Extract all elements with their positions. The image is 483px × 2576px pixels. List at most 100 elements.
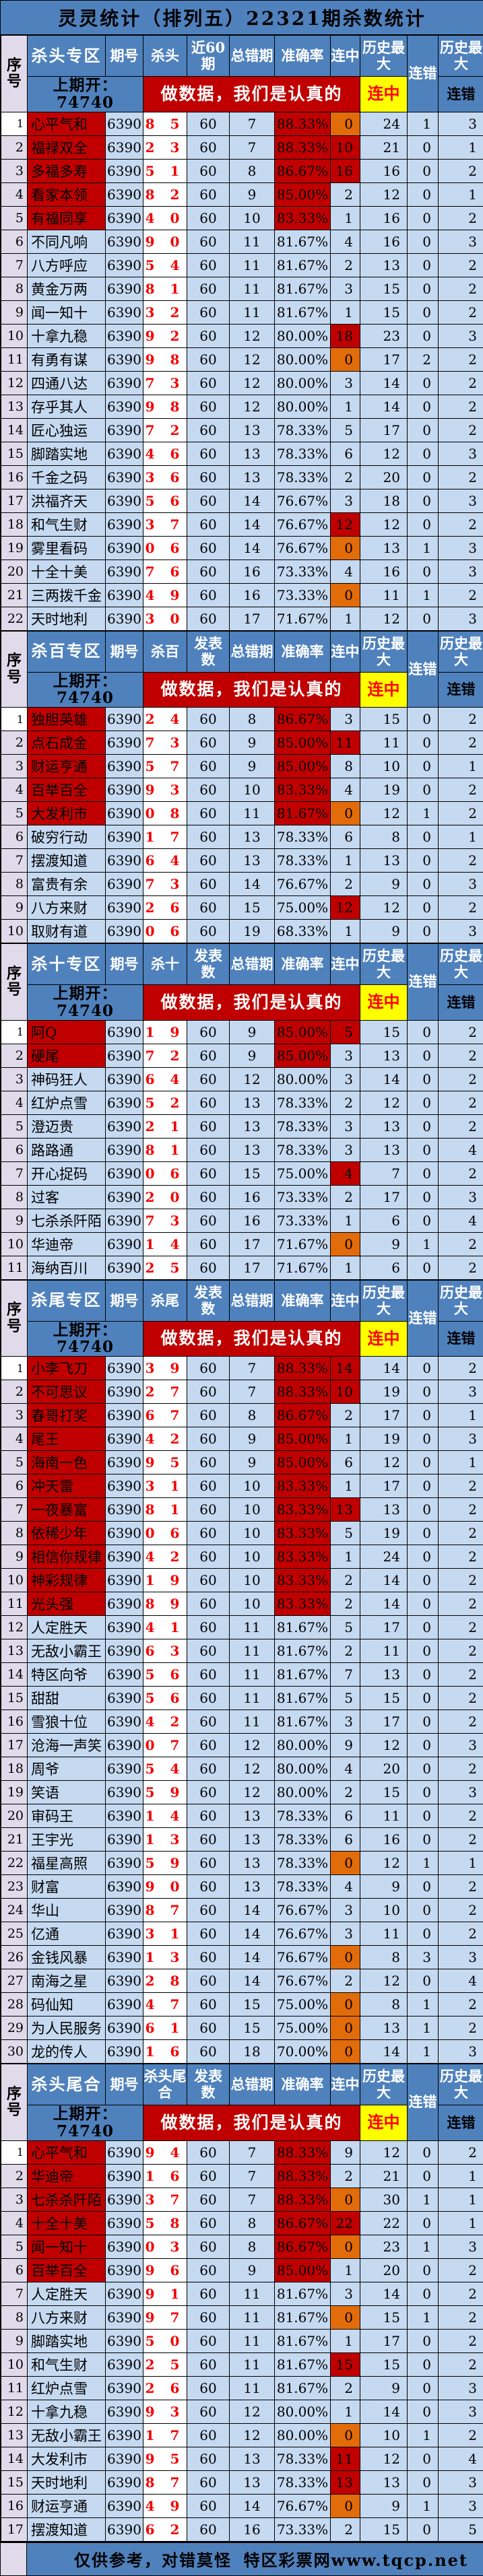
subheader-lose-streak: 连错 [439, 2105, 483, 2141]
cell-history-max-win: 14 [360, 2282, 408, 2305]
cell-publish-count: 60 [187, 1969, 230, 1993]
cell-lose-streak: 0 [408, 778, 439, 802]
cell-period: 6390 [106, 1616, 143, 1639]
cell-history-max-win: 15 [360, 1687, 408, 1710]
cell-period: 6390 [106, 1781, 143, 1804]
cell-total-errors: 14 [230, 536, 275, 560]
cell-period: 6390 [106, 1804, 143, 1828]
site-link[interactable]: 特区彩票网www.tqcp.net [244, 2547, 468, 2571]
cell-total-errors: 14 [230, 2494, 275, 2517]
cell-lose-streak: 0 [408, 1209, 439, 1232]
cell-lose-streak: 0 [408, 2329, 439, 2352]
cell-total-errors: 11 [230, 802, 275, 825]
cell-win-streak: 1 [331, 300, 360, 324]
cell-kill-numbers: 5 8 [143, 2211, 187, 2235]
cell-zone-name: 相信你规律 [28, 1545, 106, 1569]
cell-zone-name: 尾王 [28, 1427, 106, 1451]
cell-history-max-win: 13 [360, 536, 408, 560]
cell-kill-numbers: 1 6 [143, 2164, 187, 2188]
cell-win-streak: 3 [331, 371, 360, 395]
cell-kill-numbers: 4 2 [143, 1710, 187, 1734]
cell-history-max-lose: 3 [439, 230, 483, 253]
previous-draw-label: 上期开：74740 [28, 2105, 143, 2141]
cell-history-max-lose: 1 [439, 2188, 483, 2211]
cell-index: 24 [1, 1899, 28, 1922]
cell-index: 21 [1, 583, 28, 607]
cell-total-errors: 11 [230, 1710, 275, 1734]
cell-total-errors: 12 [230, 1734, 275, 1757]
cell-history-max-win: 11 [360, 1804, 408, 1828]
cell-history-max-win: 15 [360, 300, 408, 324]
cell-history-max-lose: 2 [439, 2423, 483, 2447]
cell-index: 8 [1, 1522, 28, 1545]
cell-period: 6390 [106, 489, 143, 512]
header-kill: 杀头尾合 [143, 2064, 187, 2105]
cell-history-max-lose: 2 [439, 1020, 483, 1044]
cell-win-streak: 4 [331, 560, 360, 583]
cell-history-max-win: 9 [360, 2494, 408, 2517]
header-history-max-lose: 历史最大 [439, 2064, 483, 2105]
cell-period: 6390 [106, 1734, 143, 1757]
cell-kill-numbers: 9 8 [143, 395, 187, 418]
cell-history-max-win: 13 [360, 1663, 408, 1687]
cell-win-streak: 0 [331, 2305, 360, 2329]
cell-publish-count: 60 [187, 2140, 230, 2164]
cell-index: 8 [1, 277, 28, 300]
cell-lose-streak: 3 [408, 1946, 439, 1969]
cell-history-max-win: 15 [360, 2352, 408, 2376]
cell-kill-numbers: 8 1 [143, 1138, 187, 1161]
cell-index: 29 [1, 2016, 28, 2040]
cell-total-errors: 9 [230, 2258, 275, 2282]
cell-publish-count: 60 [187, 1498, 230, 1522]
cell-total-errors: 12 [230, 2423, 275, 2447]
cell-history-max-lose: 2 [439, 1256, 483, 1279]
cell-history-max-win: 15 [360, 1781, 408, 1804]
header-index: 序号 [1, 631, 28, 708]
cell-history-max-win: 21 [360, 2164, 408, 2188]
cell-index: 11 [1, 1256, 28, 1279]
cell-index: 2 [1, 135, 28, 159]
cell-history-max-lose: 1 [439, 2211, 483, 2235]
cell-index: 7 [1, 253, 28, 277]
cell-history-max-lose: 2 [439, 2282, 483, 2305]
previous-draw-label: 上期开：74740 [28, 985, 143, 1021]
cell-publish-count: 60 [187, 1185, 230, 1209]
header-history-max-lose: 历史最大 [439, 1280, 483, 1321]
cell-period: 6390 [106, 1427, 143, 1451]
cell-lose-streak: 0 [408, 920, 439, 943]
cell-history-max-lose: 2 [439, 1710, 483, 1734]
cell-accuracy: 85.00% [275, 1020, 331, 1044]
cell-zone-name: 特区向爷 [28, 1663, 106, 1687]
cell-win-streak: 4 [331, 1875, 360, 1899]
cell-zone-name: 摆渡知道 [28, 849, 106, 873]
cell-accuracy: 80.00% [275, 1781, 331, 1804]
disclaimer-text: 仅供参考，对错莫怪 [74, 2547, 232, 2571]
cell-publish-count: 60 [187, 583, 230, 607]
cell-history-max-win: 17 [360, 418, 408, 442]
cell-lose-streak: 0 [408, 2164, 439, 2188]
cell-period: 6390 [106, 1380, 143, 1404]
cell-zone-name: 有福同享 [28, 206, 106, 230]
cell-win-streak: 4 [331, 778, 360, 802]
cell-history-max-win: 13 [360, 849, 408, 873]
cell-total-errors: 13 [230, 2470, 275, 2494]
cell-zone-name: 亿通 [28, 1922, 106, 1946]
cell-zone-name: 独胆英雄 [28, 708, 106, 731]
cell-kill-numbers: 3 9 [143, 1357, 187, 1380]
cell-history-max-win: 10 [360, 1899, 408, 1922]
cell-kill-numbers: 1 3 [143, 1946, 187, 1969]
cell-kill-numbers: 2 4 [143, 708, 187, 731]
kill-section-table: 序号 杀头尾合 期号 杀头尾合 发表数 总错期 准确率 连中 历史最大 连错 历… [1, 2064, 483, 2542]
cell-kill-numbers: 5 1 [143, 159, 187, 182]
cell-publish-count: 60 [187, 489, 230, 512]
cell-history-max-lose: 2 [439, 2329, 483, 2352]
cell-win-streak: 1 [331, 1475, 360, 1498]
